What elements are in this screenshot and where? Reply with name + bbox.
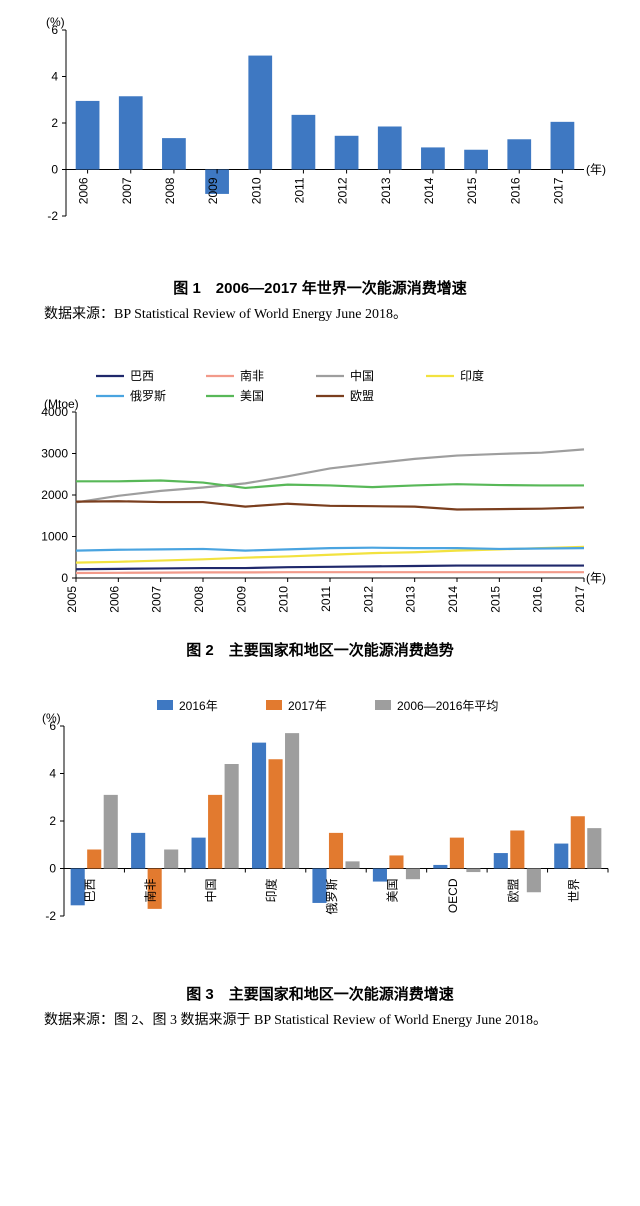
svg-text:2007: 2007 bbox=[120, 177, 134, 204]
svg-text:2008: 2008 bbox=[163, 177, 177, 204]
svg-text:2010: 2010 bbox=[277, 586, 291, 613]
figure-3-chart: -20246(%)2016年2017年2006—2016年平均巴西南非中国印度俄… bbox=[16, 688, 624, 973]
svg-text:2017: 2017 bbox=[551, 177, 565, 204]
svg-text:(%): (%) bbox=[46, 15, 65, 29]
svg-text:2014: 2014 bbox=[422, 177, 436, 204]
svg-text:0: 0 bbox=[61, 571, 68, 585]
svg-text:美国: 美国 bbox=[240, 389, 264, 403]
svg-text:2005: 2005 bbox=[65, 586, 79, 613]
svg-text:南非: 南非 bbox=[143, 879, 158, 903]
svg-text:2016年: 2016年 bbox=[179, 699, 218, 713]
svg-text:2: 2 bbox=[49, 814, 56, 828]
svg-text:南非: 南非 bbox=[240, 368, 264, 383]
svg-text:2014: 2014 bbox=[446, 586, 460, 613]
svg-text:2017年: 2017年 bbox=[288, 699, 327, 713]
svg-text:世界: 世界 bbox=[567, 879, 581, 903]
svg-text:印度: 印度 bbox=[460, 368, 484, 383]
svg-text:2010: 2010 bbox=[249, 177, 263, 204]
figure-2-chart: 01000200030004000(Mtoe)(年)20052006200720… bbox=[16, 354, 624, 629]
figure-1-chart: -20246(%)(年)2006200720082009201020112012… bbox=[16, 12, 624, 267]
svg-text:2016: 2016 bbox=[531, 586, 545, 613]
svg-text:2011: 2011 bbox=[319, 586, 333, 612]
figure-3-source: 数据来源：图 2、图 3 数据来源于 BP Statistical Review… bbox=[16, 1010, 624, 1032]
svg-text:2015: 2015 bbox=[488, 586, 502, 613]
svg-text:俄罗斯: 俄罗斯 bbox=[130, 389, 166, 403]
svg-text:3000: 3000 bbox=[41, 447, 68, 461]
svg-text:2006—2016年平均: 2006—2016年平均 bbox=[397, 699, 498, 713]
figure-3-caption: 图 3 主要国家和地区一次能源消费增速 bbox=[16, 983, 624, 1004]
figure-2-caption: 图 2 主要国家和地区一次能源消费趋势 bbox=[16, 639, 624, 660]
svg-text:-2: -2 bbox=[45, 909, 56, 923]
svg-text:(%): (%) bbox=[42, 711, 61, 725]
svg-text:2012: 2012 bbox=[361, 586, 375, 613]
svg-text:巴西: 巴西 bbox=[130, 369, 154, 383]
svg-text:巴西: 巴西 bbox=[83, 879, 97, 903]
svg-text:2009: 2009 bbox=[234, 586, 248, 613]
svg-text:美国: 美国 bbox=[385, 879, 399, 903]
svg-text:2015: 2015 bbox=[465, 177, 479, 204]
svg-text:0: 0 bbox=[49, 862, 56, 876]
figure-1: -20246(%)(年)2006200720082009201020112012… bbox=[16, 12, 624, 326]
svg-text:2006: 2006 bbox=[107, 586, 121, 613]
svg-text:俄罗斯: 俄罗斯 bbox=[325, 879, 339, 915]
svg-text:中国: 中国 bbox=[350, 368, 374, 383]
svg-text:印度: 印度 bbox=[264, 879, 279, 903]
svg-text:(年): (年) bbox=[586, 163, 606, 177]
svg-text:2000: 2000 bbox=[41, 488, 68, 502]
svg-text:2016: 2016 bbox=[508, 177, 522, 204]
svg-text:中国: 中国 bbox=[203, 879, 218, 903]
figure-1-source: 数据来源：BP Statistical Review of World Ener… bbox=[16, 304, 624, 326]
svg-text:2017: 2017 bbox=[573, 586, 587, 613]
svg-text:4: 4 bbox=[51, 70, 58, 84]
svg-text:0: 0 bbox=[51, 163, 58, 177]
svg-text:OECD: OECD bbox=[446, 879, 460, 914]
svg-text:(Mtoe): (Mtoe) bbox=[44, 397, 79, 411]
svg-text:2006: 2006 bbox=[77, 177, 91, 204]
svg-text:(年): (年) bbox=[586, 571, 606, 585]
svg-text:2011: 2011 bbox=[292, 177, 306, 203]
svg-text:欧盟: 欧盟 bbox=[350, 389, 374, 403]
svg-text:4: 4 bbox=[49, 767, 56, 781]
svg-text:2013: 2013 bbox=[379, 177, 393, 204]
svg-text:1000: 1000 bbox=[41, 530, 68, 544]
figure-1-caption: 图 1 2006—2017 年世界一次能源消费增速 bbox=[16, 277, 624, 298]
figure-2: 01000200030004000(Mtoe)(年)20052006200720… bbox=[16, 354, 624, 660]
svg-text:2008: 2008 bbox=[192, 586, 206, 613]
svg-text:欧盟: 欧盟 bbox=[506, 879, 520, 903]
svg-text:2: 2 bbox=[51, 116, 58, 130]
svg-text:2007: 2007 bbox=[150, 586, 164, 613]
svg-text:2009: 2009 bbox=[206, 177, 220, 204]
svg-text:2012: 2012 bbox=[336, 177, 350, 204]
svg-text:-2: -2 bbox=[47, 209, 58, 223]
svg-text:2013: 2013 bbox=[404, 586, 418, 613]
figure-3: -20246(%)2016年2017年2006—2016年平均巴西南非中国印度俄… bbox=[16, 688, 624, 1032]
